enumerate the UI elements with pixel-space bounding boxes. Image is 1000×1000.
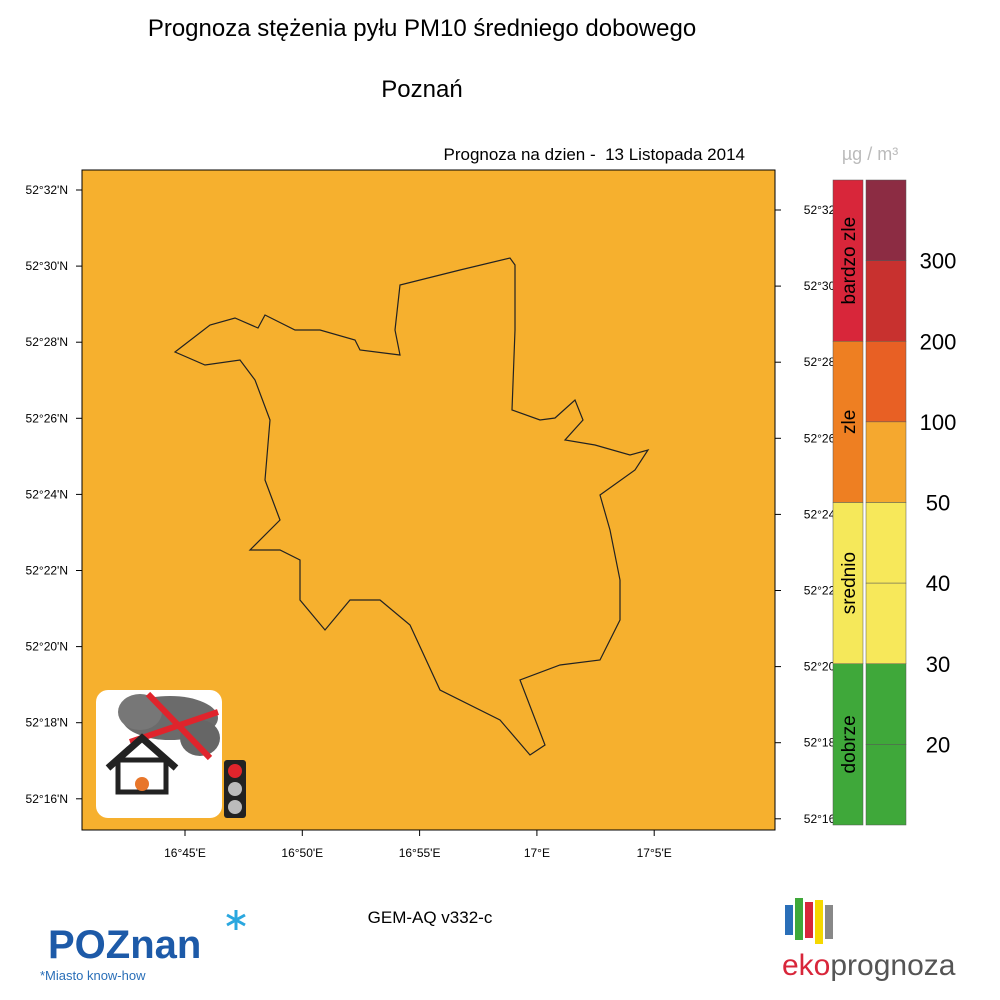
title: Prognoza stężenia pyłu PM10 średniego do… xyxy=(148,15,696,42)
eko-logo-a: eko xyxy=(782,949,830,982)
level-label: 20 xyxy=(926,732,950,757)
model-name: GEM-AQ v332-c xyxy=(368,908,493,927)
poznan-asterisk xyxy=(226,910,246,930)
eko-logo: ekoprognoza xyxy=(782,949,956,982)
smog-icon xyxy=(96,690,246,818)
lon-label: 16°55'E xyxy=(399,846,441,860)
category-label: dobrze xyxy=(839,715,860,773)
lon-label: 17°E xyxy=(524,846,550,860)
category-band xyxy=(832,502,864,664)
lat-label-left: 52°24'N xyxy=(26,487,68,501)
poznan-logo: POZnan xyxy=(48,923,201,967)
level-label: 30 xyxy=(926,652,950,677)
level-band xyxy=(865,663,907,745)
category-label: zle xyxy=(839,410,860,434)
level-band xyxy=(865,582,907,664)
level-band xyxy=(865,421,907,503)
city: Poznań xyxy=(381,76,462,103)
lat-label-left: 52°22'N xyxy=(26,564,68,578)
eko-logo-b: prognoza xyxy=(830,949,955,982)
forecast-date: Prognoza na dzien - 13 Listopada 2014 xyxy=(443,145,745,164)
level-label: 50 xyxy=(926,491,950,516)
category-band xyxy=(832,341,864,503)
lat-label-left: 52°20'N xyxy=(26,640,68,654)
lat-label-left: 52°16'N xyxy=(26,792,68,806)
category-band xyxy=(832,663,864,826)
level-band xyxy=(865,341,907,423)
eko-bars xyxy=(785,898,833,944)
level-band xyxy=(865,179,907,261)
lon-label: 17°5'E xyxy=(637,846,672,860)
lat-label-left: 52°28'N xyxy=(26,335,68,349)
level-band xyxy=(865,744,907,826)
category-label: bardzo zle xyxy=(839,217,860,305)
lat-label-left: 52°26'N xyxy=(26,411,68,425)
level-band xyxy=(865,260,907,342)
level-label: 100 xyxy=(920,410,957,435)
level-label: 200 xyxy=(920,329,957,354)
level-label: 40 xyxy=(926,571,950,596)
lon-label: 16°50'E xyxy=(281,846,323,860)
category-band xyxy=(832,179,864,342)
lat-label-left: 52°30'N xyxy=(26,259,68,273)
city-boundary xyxy=(173,257,650,756)
category-label: srednio xyxy=(839,552,860,614)
lat-label-left: 52°18'N xyxy=(26,716,68,730)
level-label: 300 xyxy=(920,249,957,274)
lon-label: 16°45'E xyxy=(164,846,206,860)
level-band xyxy=(865,502,907,584)
poznan-tagline: *Miasto know-how xyxy=(40,968,146,983)
lat-label-left: 52°32'N xyxy=(26,183,68,197)
unit: µg / m³ xyxy=(842,144,898,164)
